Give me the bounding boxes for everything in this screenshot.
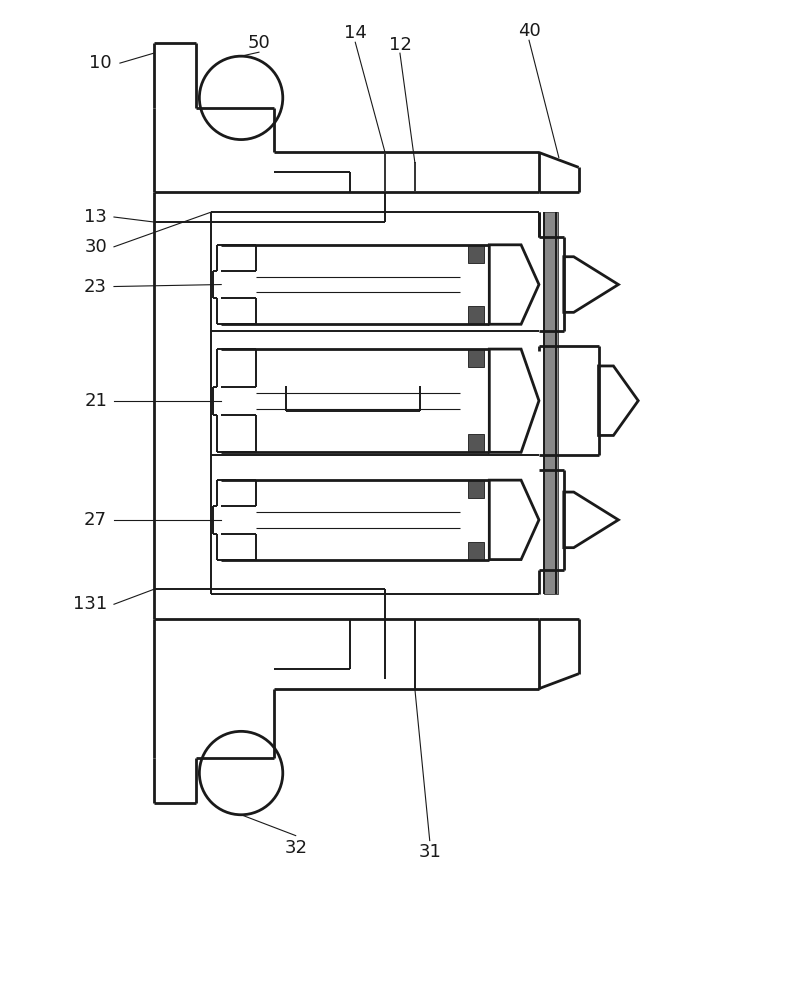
Bar: [469, 245, 484, 263]
Text: 30: 30: [84, 238, 107, 256]
Bar: [544, 212, 558, 594]
Text: 12: 12: [389, 36, 411, 54]
Text: 131: 131: [73, 595, 107, 613]
Bar: [469, 480, 484, 498]
Text: 10: 10: [89, 54, 112, 72]
Text: 13: 13: [84, 208, 107, 226]
Text: 21: 21: [84, 392, 107, 410]
Text: 32: 32: [284, 839, 307, 857]
Text: 14: 14: [344, 24, 367, 42]
Bar: [469, 306, 484, 324]
Text: 27: 27: [84, 511, 107, 529]
Text: 40: 40: [517, 22, 540, 40]
Bar: [469, 349, 484, 367]
Bar: [469, 542, 484, 560]
Text: 31: 31: [418, 843, 441, 861]
Text: 23: 23: [84, 278, 107, 296]
Text: 50: 50: [247, 34, 270, 52]
Bar: [469, 434, 484, 452]
